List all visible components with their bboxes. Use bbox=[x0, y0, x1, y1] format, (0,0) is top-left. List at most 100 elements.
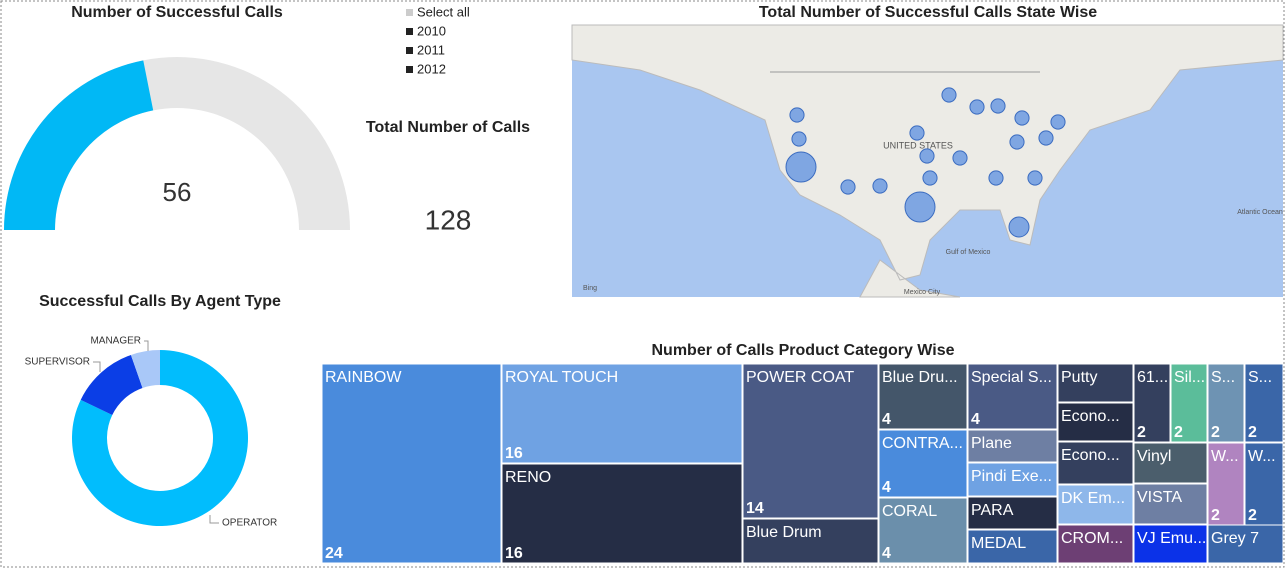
tile-label: W... bbox=[1248, 448, 1276, 465]
tile-label: CONTRA... bbox=[882, 435, 963, 452]
treemap-tile[interactable] bbox=[1207, 363, 1245, 443]
slicer-box[interactable] bbox=[406, 28, 413, 35]
slicer-item[interactable]: 2011 bbox=[417, 42, 445, 57]
tile-label: RENO bbox=[505, 469, 551, 486]
tile-value: 2 bbox=[1211, 507, 1220, 524]
map-bubble bbox=[840, 179, 856, 195]
tile-label: S... bbox=[1211, 369, 1235, 386]
gauge-value bbox=[4, 60, 154, 231]
treemap-tile[interactable] bbox=[967, 429, 1058, 463]
tile-label: Blue Dru... bbox=[882, 369, 958, 386]
map-label: Mexico City bbox=[904, 289, 941, 296]
map-bubble bbox=[988, 170, 1004, 186]
tile-label: W... bbox=[1211, 448, 1239, 465]
tile-value: 16 bbox=[505, 445, 523, 462]
map-bubble bbox=[1014, 110, 1030, 126]
leader-line bbox=[209, 515, 219, 524]
treemap-tile[interactable] bbox=[1133, 483, 1208, 525]
treemap-tile[interactable] bbox=[501, 463, 743, 564]
tile-label: S... bbox=[1248, 369, 1272, 386]
map-bubble bbox=[990, 98, 1006, 114]
tile-label: Econo... bbox=[1061, 408, 1120, 425]
map-title: Total Number of Successful Calls State W… bbox=[759, 4, 1097, 21]
map-bubble bbox=[952, 150, 968, 166]
map-bubble bbox=[1038, 130, 1054, 146]
slicer-box[interactable] bbox=[406, 47, 413, 54]
treemap-tile[interactable] bbox=[878, 429, 968, 498]
leader-line bbox=[144, 340, 149, 351]
map-label: Atlantic Ocean bbox=[1237, 209, 1283, 216]
tile-value: 2 bbox=[1211, 424, 1220, 441]
treemap-tile[interactable] bbox=[501, 363, 743, 464]
tile-label: VISTA bbox=[1137, 489, 1182, 506]
tile-value: 24 bbox=[325, 545, 343, 562]
treemap-tile[interactable] bbox=[1207, 442, 1245, 526]
tile-label: CORAL bbox=[882, 503, 937, 520]
treemap-tile[interactable] bbox=[1057, 363, 1134, 403]
treemap-tile[interactable] bbox=[1244, 442, 1284, 526]
tile-value: 2 bbox=[1137, 424, 1146, 441]
treemap-tile[interactable] bbox=[967, 496, 1058, 530]
map-bubble bbox=[1050, 114, 1066, 130]
donut-label: SUPERVISOR bbox=[25, 357, 90, 368]
treemap-tile[interactable] bbox=[742, 363, 879, 519]
map-label: UNITED STATES bbox=[883, 140, 953, 150]
tile-label: ROYAL TOUCH bbox=[505, 369, 618, 386]
tile-label: Special S... bbox=[971, 369, 1052, 386]
tile-label: Grey 7 bbox=[1211, 530, 1259, 547]
treemap-tile[interactable] bbox=[1133, 442, 1208, 484]
tile-value: 2 bbox=[1174, 424, 1183, 441]
treemap-tile[interactable] bbox=[878, 497, 968, 564]
leader-line bbox=[93, 361, 101, 372]
tile-label: POWER COAT bbox=[746, 369, 854, 386]
treemap-tile[interactable] bbox=[1170, 363, 1208, 443]
map-bubble bbox=[789, 107, 805, 123]
map-bubble bbox=[872, 178, 888, 194]
treemap-tile[interactable] bbox=[742, 518, 879, 564]
map-bubble bbox=[922, 170, 938, 186]
map-bubble bbox=[785, 151, 817, 183]
treemap-tile[interactable] bbox=[967, 363, 1058, 430]
tile-value: 16 bbox=[505, 545, 523, 562]
map-bubble bbox=[791, 131, 807, 147]
treemap-tile[interactable] bbox=[967, 529, 1058, 564]
slicer-item[interactable]: 2012 bbox=[417, 61, 446, 76]
donut-slice bbox=[80, 354, 143, 416]
treemap-tile[interactable] bbox=[1133, 363, 1171, 443]
treemap-tile[interactable] bbox=[321, 363, 502, 564]
slicer-box[interactable] bbox=[406, 66, 413, 73]
treemap-tile[interactable] bbox=[1057, 484, 1134, 525]
slicer-box[interactable] bbox=[406, 9, 413, 16]
treemap-tile[interactable] bbox=[1133, 524, 1208, 564]
donut-label: OPERATOR bbox=[222, 518, 277, 529]
treemap-tile[interactable] bbox=[967, 462, 1058, 497]
donut-title: Successful Calls By Agent Type bbox=[39, 293, 281, 310]
treemap-tile[interactable] bbox=[1244, 363, 1284, 443]
slicer-item[interactable]: 2010 bbox=[417, 23, 446, 38]
tile-label: Econo... bbox=[1061, 447, 1120, 464]
treemap-tile[interactable] bbox=[878, 363, 968, 430]
tile-label: MEDAL bbox=[971, 535, 1026, 552]
donut-slice bbox=[72, 350, 249, 526]
tile-label: Sil... bbox=[1174, 369, 1205, 386]
gauge-label: 56 bbox=[163, 177, 192, 207]
treemap-tile[interactable] bbox=[1207, 524, 1284, 564]
gauge-title: Number of Successful Calls bbox=[71, 4, 283, 21]
tile-label: CROM... bbox=[1061, 530, 1123, 547]
tile-value: 4 bbox=[882, 479, 891, 496]
map-bubble bbox=[1008, 216, 1030, 238]
tile-label: PARA bbox=[971, 502, 1014, 519]
treemap-tile[interactable] bbox=[1057, 524, 1134, 564]
treemap-tile[interactable] bbox=[1057, 402, 1134, 442]
tile-label: VJ Emu... bbox=[1137, 530, 1206, 547]
map-bubble bbox=[1027, 170, 1043, 186]
tile-label: RAINBOW bbox=[325, 369, 402, 386]
map-bubble bbox=[909, 125, 925, 141]
map-bubble bbox=[941, 87, 957, 103]
treemap-tile[interactable] bbox=[1057, 441, 1134, 485]
donut-slice bbox=[130, 350, 160, 388]
slicer-item[interactable]: Select all bbox=[417, 4, 470, 19]
tile-value: 2 bbox=[1248, 424, 1257, 441]
donut-label: MANAGER bbox=[90, 336, 141, 347]
map-bubble bbox=[1009, 134, 1025, 150]
